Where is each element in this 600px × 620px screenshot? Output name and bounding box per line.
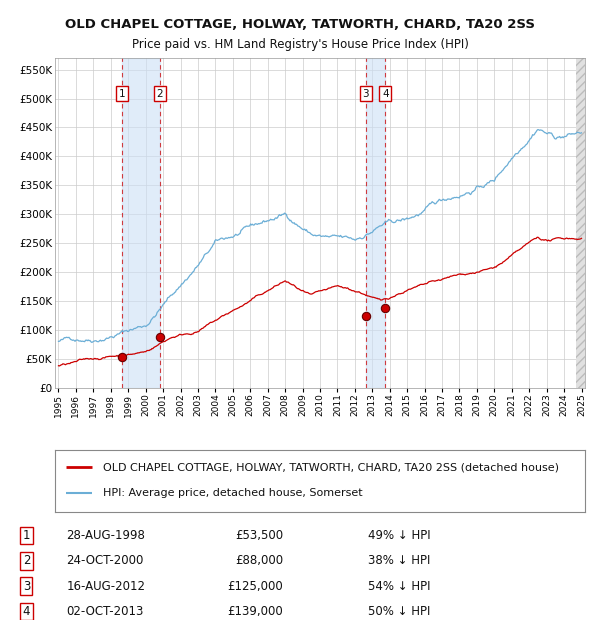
Bar xyxy=(576,58,587,388)
Text: £125,000: £125,000 xyxy=(227,580,283,593)
Text: 02-OCT-2013: 02-OCT-2013 xyxy=(66,605,143,618)
Text: 2: 2 xyxy=(23,554,30,567)
Text: 28-AUG-1998: 28-AUG-1998 xyxy=(66,529,145,542)
Text: 4: 4 xyxy=(382,89,389,99)
Text: 1: 1 xyxy=(23,529,30,542)
Text: 4: 4 xyxy=(23,605,30,618)
Bar xyxy=(122,58,160,388)
Text: 50% ↓ HPI: 50% ↓ HPI xyxy=(368,605,431,618)
Text: 49% ↓ HPI: 49% ↓ HPI xyxy=(368,529,431,542)
Text: 3: 3 xyxy=(23,580,30,593)
Text: 2: 2 xyxy=(157,89,163,99)
Text: £88,000: £88,000 xyxy=(235,554,283,567)
Text: £139,000: £139,000 xyxy=(227,605,283,618)
Text: HPI: Average price, detached house, Somerset: HPI: Average price, detached house, Some… xyxy=(103,489,362,498)
Text: OLD CHAPEL COTTAGE, HOLWAY, TATWORTH, CHARD, TA20 2SS: OLD CHAPEL COTTAGE, HOLWAY, TATWORTH, CH… xyxy=(65,18,535,31)
Text: 24-OCT-2000: 24-OCT-2000 xyxy=(66,554,143,567)
Text: OLD CHAPEL COTTAGE, HOLWAY, TATWORTH, CHARD, TA20 2SS (detached house): OLD CHAPEL COTTAGE, HOLWAY, TATWORTH, CH… xyxy=(103,463,559,472)
Text: Price paid vs. HM Land Registry's House Price Index (HPI): Price paid vs. HM Land Registry's House … xyxy=(131,38,469,51)
Text: 38% ↓ HPI: 38% ↓ HPI xyxy=(368,554,431,567)
Text: 1: 1 xyxy=(119,89,125,99)
Bar xyxy=(365,58,385,388)
Text: 3: 3 xyxy=(362,89,369,99)
Text: 16-AUG-2012: 16-AUG-2012 xyxy=(66,580,145,593)
Text: 54% ↓ HPI: 54% ↓ HPI xyxy=(368,580,431,593)
Bar xyxy=(576,58,590,388)
Text: £53,500: £53,500 xyxy=(235,529,283,542)
